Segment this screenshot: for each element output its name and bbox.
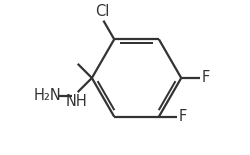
Text: NH: NH: [66, 94, 88, 109]
Text: H₂N: H₂N: [34, 89, 62, 104]
Text: F: F: [179, 109, 187, 124]
Text: Cl: Cl: [95, 4, 109, 19]
Text: F: F: [201, 71, 209, 85]
